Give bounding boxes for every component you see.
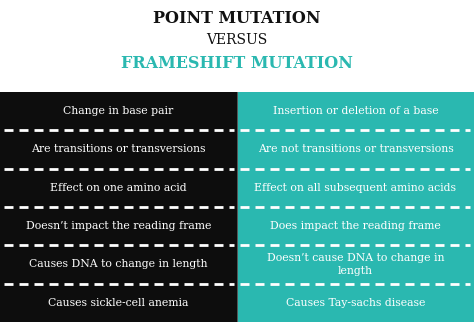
- Bar: [237, 92, 474, 322]
- Text: Causes Tay-sachs disease: Causes Tay-sachs disease: [286, 298, 425, 308]
- Text: Effect on all subsequent amino acids: Effect on all subsequent amino acids: [255, 183, 456, 193]
- Bar: [0, 92, 237, 322]
- Text: Are not transitions or transversions: Are not transitions or transversions: [258, 144, 453, 154]
- Text: POINT MUTATION: POINT MUTATION: [153, 10, 321, 27]
- Text: FRAMESHIFT MUTATION: FRAMESHIFT MUTATION: [121, 55, 353, 72]
- Text: Effect on one amino acid: Effect on one amino acid: [50, 183, 187, 193]
- Text: Causes DNA to change in length: Causes DNA to change in length: [29, 260, 208, 270]
- Text: Doesn’t cause DNA to change in
length: Doesn’t cause DNA to change in length: [267, 253, 444, 276]
- Text: Insertion or deletion of a base: Insertion or deletion of a base: [273, 106, 438, 116]
- Text: Change in base pair: Change in base pair: [64, 106, 173, 116]
- Text: Does impact the reading frame: Does impact the reading frame: [270, 221, 441, 231]
- Text: Causes sickle-cell anemia: Causes sickle-cell anemia: [48, 298, 189, 308]
- Text: Doesn’t impact the reading frame: Doesn’t impact the reading frame: [26, 221, 211, 231]
- Text: VERSUS: VERSUS: [206, 33, 268, 47]
- Text: Are transitions or transversions: Are transitions or transversions: [31, 144, 206, 154]
